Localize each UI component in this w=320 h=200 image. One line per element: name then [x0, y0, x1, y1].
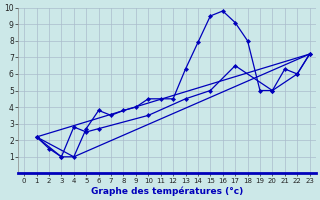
X-axis label: Graphe des températures (°c): Graphe des températures (°c) [91, 186, 243, 196]
